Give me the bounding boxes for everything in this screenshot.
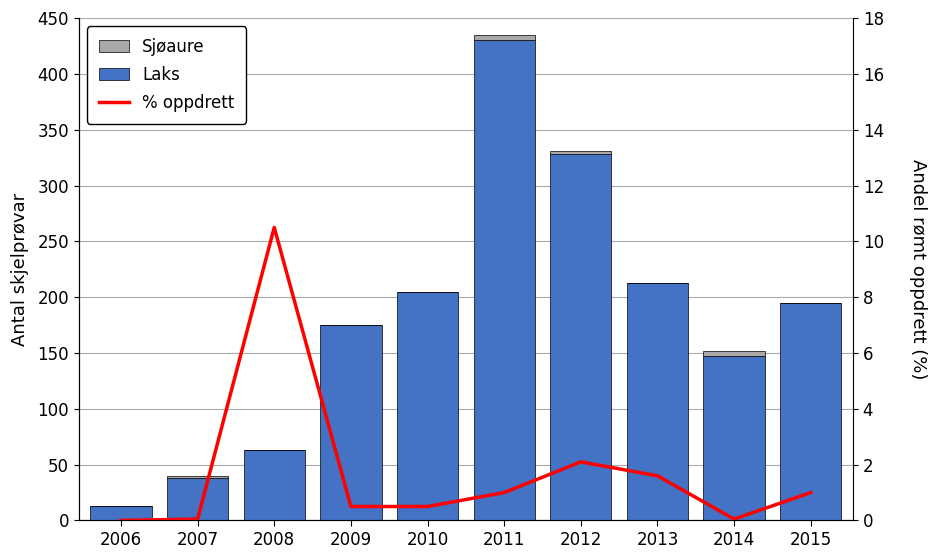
Bar bbox=[780, 303, 841, 520]
% oppdrett bbox=[729, 516, 740, 522]
Bar bbox=[704, 356, 764, 520]
Legend: Sjøaure, Laks, % oppdrett: Sjøaure, Laks, % oppdrett bbox=[87, 26, 246, 124]
Bar bbox=[551, 151, 612, 155]
% oppdrett bbox=[115, 517, 127, 524]
% oppdrett bbox=[268, 224, 280, 231]
Y-axis label: Antal skjelprøvar: Antal skjelprøvar bbox=[11, 193, 29, 346]
Bar bbox=[167, 476, 228, 478]
Bar bbox=[320, 325, 382, 520]
% oppdrett bbox=[805, 489, 816, 496]
Bar bbox=[244, 450, 305, 520]
% oppdrett bbox=[192, 516, 204, 522]
Bar bbox=[90, 506, 152, 520]
Y-axis label: Andel rømt oppdrett (%): Andel rømt oppdrett (%) bbox=[909, 159, 927, 380]
Line: % oppdrett: % oppdrett bbox=[121, 227, 810, 520]
Bar bbox=[397, 292, 458, 520]
% oppdrett bbox=[499, 489, 510, 496]
% oppdrett bbox=[652, 473, 663, 479]
Bar bbox=[167, 478, 228, 520]
% oppdrett bbox=[575, 459, 586, 465]
% oppdrett bbox=[345, 503, 356, 510]
Bar bbox=[474, 35, 535, 40]
% oppdrett bbox=[422, 503, 433, 510]
Bar bbox=[704, 351, 764, 356]
Bar bbox=[627, 283, 688, 520]
Bar bbox=[474, 40, 535, 520]
Bar bbox=[551, 155, 612, 520]
